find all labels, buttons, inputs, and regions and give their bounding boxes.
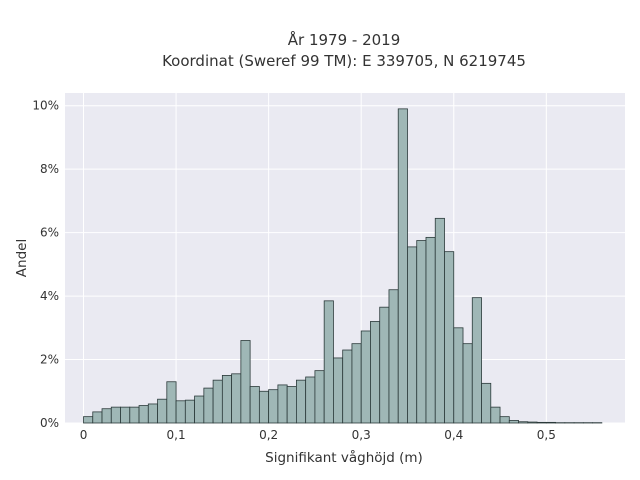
histogram-bar [305,376,316,424]
histogram-bar [527,421,538,424]
histogram-bar [129,406,140,424]
histogram-bar [101,408,112,424]
histogram-bar [471,297,482,424]
histogram-bar [333,357,344,424]
histogram-bar [120,406,131,424]
y-axis-title: Andel [14,239,30,277]
histogram-bar [194,395,205,424]
histogram-bar [277,384,288,424]
y-tick-label: 2% [40,353,59,367]
y-axis-ticks: 0% 2% 4% 6% 8% 10% [32,99,59,430]
histogram-bar [110,406,121,424]
histogram-bar [536,421,547,424]
histogram-bars [83,108,603,424]
histogram-bar [240,340,251,424]
histogram-bar [92,411,103,424]
histogram-bar [342,349,353,424]
x-tick-label: 0 [80,428,88,442]
histogram-bar [203,387,214,424]
histogram-bar [407,246,418,424]
histogram-bar [212,379,223,424]
histogram-bar [545,421,556,424]
histogram-bar [397,108,408,424]
y-tick-label: 0% [40,416,59,430]
x-tick-label: 0,2 [259,428,278,442]
histogram-bar [360,330,371,424]
x-tick-label: 0,1 [167,428,186,442]
histogram-bar [434,217,445,424]
chart-title-line-2: Koordinat (Sweref 99 TM): E 339705, N 62… [162,52,526,70]
histogram-bar [286,386,297,424]
histogram-bar [462,343,473,424]
histogram-bar [157,398,168,424]
histogram-bar [268,389,279,424]
histogram-bar [379,306,390,424]
x-axis-title: Signifikant våghöjd (m) [265,449,423,466]
histogram-bar [323,300,334,424]
histogram-bar [508,420,519,424]
y-tick-label: 6% [40,226,59,240]
histogram-bar [175,400,186,424]
histogram-bar [388,289,399,424]
histogram-bar [518,421,529,424]
y-tick-label: 10% [32,99,59,113]
histogram-bar [138,405,149,424]
histogram-bar [231,373,242,424]
x-tick-label: 0,3 [352,428,371,442]
histogram-bar [351,343,362,424]
histogram-bar [249,386,260,424]
histogram-bar [444,251,455,424]
y-tick-label: 4% [40,289,59,303]
histogram-bar [481,382,492,424]
x-tick-label: 0,4 [444,428,463,442]
histogram-bar [370,321,381,424]
x-axis-ticks: 0 0,1 0,2 0,3 0,4 0,5 [80,428,556,442]
histogram-bar [184,399,195,424]
chart-title-line-1: År 1979 - 2019 [288,30,401,49]
histogram-bar [296,379,307,424]
histogram-bar [221,375,233,424]
histogram-bar [314,370,325,424]
histogram-bar [83,416,94,424]
histogram-bar [453,327,464,424]
histogram-bar [147,403,158,424]
histogram-bar [416,240,427,424]
histogram-bar [166,381,177,424]
histogram-bar [425,236,436,424]
histogram-bar [499,416,510,424]
histogram-bar [258,390,270,424]
y-tick-label: 8% [40,162,59,176]
x-tick-label: 0,5 [537,428,556,442]
histogram-bar [490,406,501,424]
